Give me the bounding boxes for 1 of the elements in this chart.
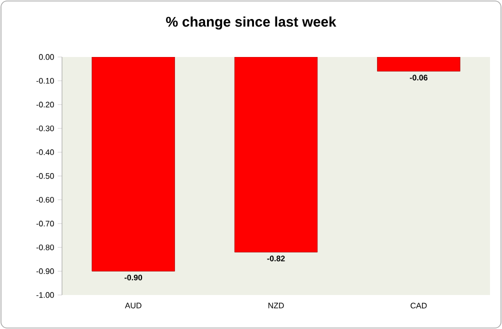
chart-title: % change since last week — [166, 16, 336, 30]
